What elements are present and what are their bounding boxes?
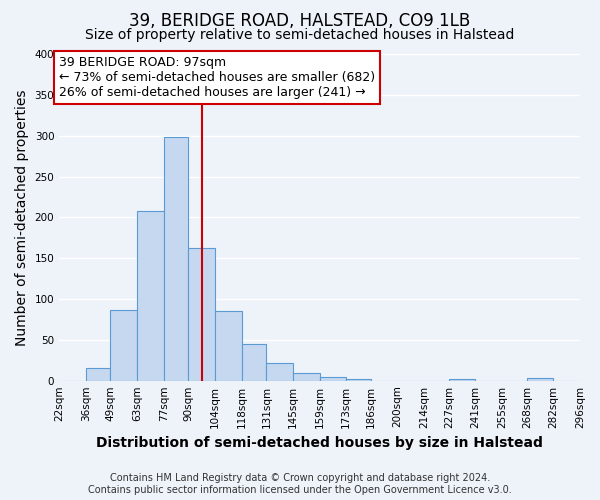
Text: Size of property relative to semi-detached houses in Halstead: Size of property relative to semi-detach… xyxy=(85,28,515,42)
Y-axis label: Number of semi-detached properties: Number of semi-detached properties xyxy=(15,89,29,345)
Bar xyxy=(266,362,293,380)
Bar xyxy=(449,379,475,380)
Bar xyxy=(242,344,266,381)
Bar xyxy=(137,211,164,380)
Bar xyxy=(293,374,320,380)
Bar xyxy=(188,248,215,380)
Text: 39 BERIDGE ROAD: 97sqm
← 73% of semi-detached houses are smaller (682)
26% of se: 39 BERIDGE ROAD: 97sqm ← 73% of semi-det… xyxy=(59,56,375,98)
Bar xyxy=(164,138,188,380)
Bar xyxy=(346,379,371,380)
Bar xyxy=(86,368,110,380)
X-axis label: Distribution of semi-detached houses by size in Halstead: Distribution of semi-detached houses by … xyxy=(96,436,543,450)
Bar xyxy=(527,378,553,380)
Text: Contains HM Land Registry data © Crown copyright and database right 2024.
Contai: Contains HM Land Registry data © Crown c… xyxy=(88,474,512,495)
Bar xyxy=(215,312,242,380)
Text: 39, BERIDGE ROAD, HALSTEAD, CO9 1LB: 39, BERIDGE ROAD, HALSTEAD, CO9 1LB xyxy=(130,12,470,30)
Bar xyxy=(320,376,346,380)
Bar xyxy=(110,310,137,380)
